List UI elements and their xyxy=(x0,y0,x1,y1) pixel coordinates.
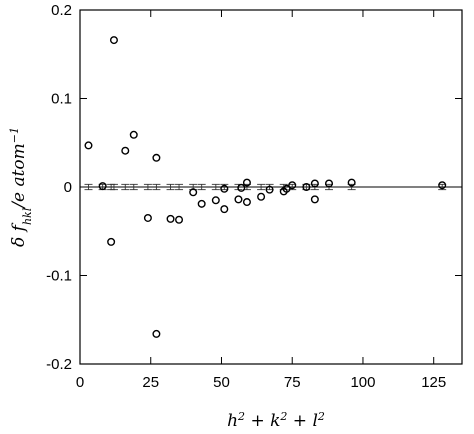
x-tick-label: 0 xyxy=(76,374,84,391)
data-point xyxy=(242,198,251,207)
x-tick-label: 125 xyxy=(421,374,446,391)
data-point xyxy=(237,183,246,192)
data-point xyxy=(166,214,175,223)
data-point xyxy=(265,185,274,194)
data-point xyxy=(257,192,266,201)
y-axis-title: δ fhkl/e atom−1 xyxy=(8,127,34,247)
x-tick-label: 100 xyxy=(350,374,375,391)
x-tick-label: 50 xyxy=(213,374,230,391)
x-tick-label: 75 xyxy=(284,374,301,391)
data-point xyxy=(220,184,229,193)
data-point xyxy=(242,178,251,187)
data-point xyxy=(84,141,93,150)
data-point xyxy=(152,329,161,338)
y-tick-label: 0.1 xyxy=(51,91,72,108)
y-tick-label: 0.2 xyxy=(51,2,72,19)
data-point xyxy=(282,184,291,193)
plot-layer: 0 25 50 75 100 125 -0.2 -0.1 0 0.1 0.2 xyxy=(46,2,463,391)
data-point xyxy=(189,188,198,197)
data-point xyxy=(152,153,161,162)
data-point xyxy=(288,181,297,190)
data-point xyxy=(143,213,152,222)
data-point xyxy=(175,215,184,224)
data-point xyxy=(325,179,334,188)
data-point xyxy=(121,146,130,155)
x-tick-label: 25 xyxy=(142,374,159,391)
data-point xyxy=(98,182,107,191)
data-point xyxy=(347,178,356,187)
data-point xyxy=(302,182,311,191)
data-point xyxy=(220,205,229,214)
data-point xyxy=(234,195,243,204)
data-point xyxy=(197,199,206,208)
data-point xyxy=(310,195,319,204)
y-tick-label: -0.2 xyxy=(46,356,72,373)
data-point xyxy=(438,181,447,190)
y-tick-label: -0.1 xyxy=(46,268,72,285)
x-axis-title: h2 + k2 + l2 xyxy=(227,410,325,432)
data-point xyxy=(310,179,319,188)
y-tick-label: 0 xyxy=(64,179,72,196)
data-point xyxy=(211,196,220,205)
data-point xyxy=(107,237,116,246)
data-point xyxy=(129,130,138,139)
data-point xyxy=(109,36,118,45)
